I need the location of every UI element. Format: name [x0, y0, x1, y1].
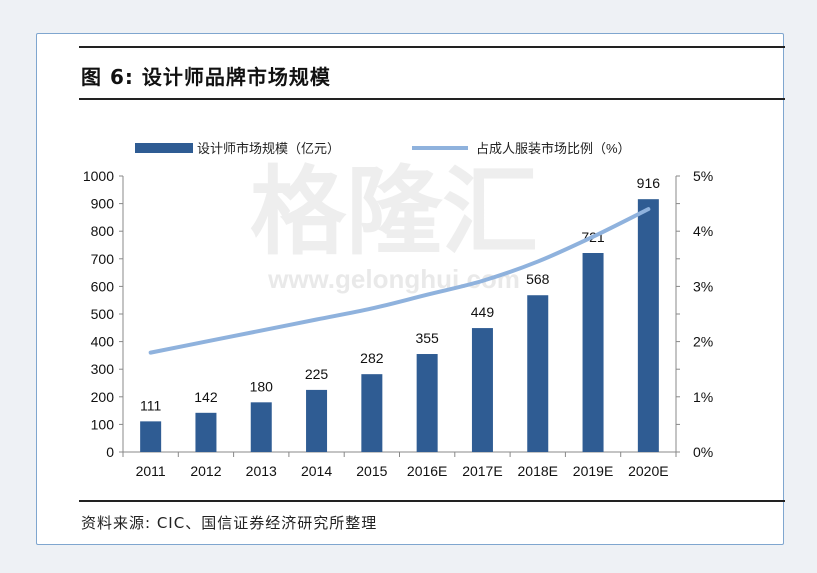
y-right-tick-label: 0% — [693, 444, 713, 460]
x-tick-label: 2012 — [190, 463, 221, 479]
x-tick-label: 2018E — [518, 463, 558, 479]
bar — [306, 389, 328, 452]
bar — [582, 253, 604, 452]
y-left-tick-label: 300 — [91, 361, 115, 377]
ratio-point — [370, 306, 374, 310]
ratio-point — [646, 207, 650, 211]
y-left-tick-label: 700 — [91, 251, 115, 267]
bar-value-label: 568 — [526, 271, 550, 287]
x-tick-label: 2014 — [301, 463, 332, 479]
chart-legend: 设计师市场规模（亿元） 占成人服装市场比例（%） — [135, 141, 631, 156]
bar-value-label: 355 — [415, 330, 439, 346]
bottom-rule — [79, 500, 785, 502]
bar — [195, 412, 217, 452]
y-left-tick-label: 900 — [91, 196, 115, 212]
bar — [471, 328, 493, 452]
x-tick-label: 2017E — [462, 463, 502, 479]
y-right-tick-label: 2% — [693, 334, 713, 350]
bar-value-label: 916 — [637, 175, 661, 191]
figure-title: 图 6: 设计师品牌市场规模 — [81, 65, 331, 89]
bar — [527, 295, 549, 452]
bar — [637, 199, 659, 452]
y-left-tick-label: 100 — [91, 416, 115, 432]
bar-value-label: 180 — [250, 378, 274, 394]
bar-series — [140, 199, 659, 452]
x-tick-label: 2013 — [246, 463, 277, 479]
bar-value-label: 225 — [305, 366, 329, 382]
legend-line-label: 占成人服装市场比例（%） — [476, 141, 631, 156]
bar-value-label: 282 — [360, 350, 384, 366]
x-tick-label: 2016E — [407, 463, 447, 479]
y-right-tick-label: 3% — [693, 278, 713, 294]
bar-value-label: 111 — [140, 397, 161, 413]
ratio-point — [536, 260, 540, 264]
y-left-tick-label: 400 — [91, 334, 115, 350]
y-left-tick-label: 500 — [91, 306, 115, 322]
legend-bar-label: 设计师市场规模（亿元） — [197, 141, 340, 156]
source-note: 资料来源: CIC、国信证券经济研究所整理 — [81, 514, 378, 532]
ratio-point — [425, 293, 429, 297]
figure-frame: 图 6: 设计师品牌市场规模 资料来源: CIC、国信证券经济研究所整理 — [36, 33, 785, 545]
bar — [250, 402, 272, 452]
title-rule — [79, 98, 785, 100]
chart-axes: 0 100 200 300 400 500 600 700 800 900 1000 0% 1% 2% 3%… — [83, 168, 713, 479]
ratio-point — [591, 235, 595, 239]
bar — [361, 374, 383, 452]
y-left-tick-label: 200 — [91, 389, 115, 405]
bar — [416, 354, 438, 452]
y-left-tick-label: 600 — [91, 278, 115, 294]
line-series — [148, 207, 651, 355]
x-tick-label: 2020E — [628, 463, 668, 479]
ratio-point — [204, 340, 208, 344]
y-right-tick-label: 5% — [693, 168, 713, 184]
ratio-line — [148, 207, 651, 355]
legend-bar-swatch — [135, 143, 193, 153]
y-right-tick-label: 1% — [693, 389, 713, 405]
y-left-tick-label: 800 — [91, 223, 115, 239]
bar-value-label: 449 — [471, 304, 495, 320]
y-left-tick-label: 0 — [106, 444, 114, 460]
ratio-point — [315, 318, 319, 322]
ratio-point — [259, 329, 263, 333]
x-tick-label: 2011 — [136, 463, 166, 479]
top-rule — [79, 46, 785, 48]
bar-value-label: 142 — [194, 389, 218, 405]
ratio-point — [149, 351, 153, 355]
x-tick-label: 2015 — [356, 463, 387, 479]
y-left-tick-label: 1000 — [83, 168, 114, 184]
ratio-point — [480, 279, 484, 283]
x-tick-label: 2019E — [573, 463, 613, 479]
bar — [140, 421, 162, 452]
y-right-tick-label: 4% — [693, 223, 713, 239]
